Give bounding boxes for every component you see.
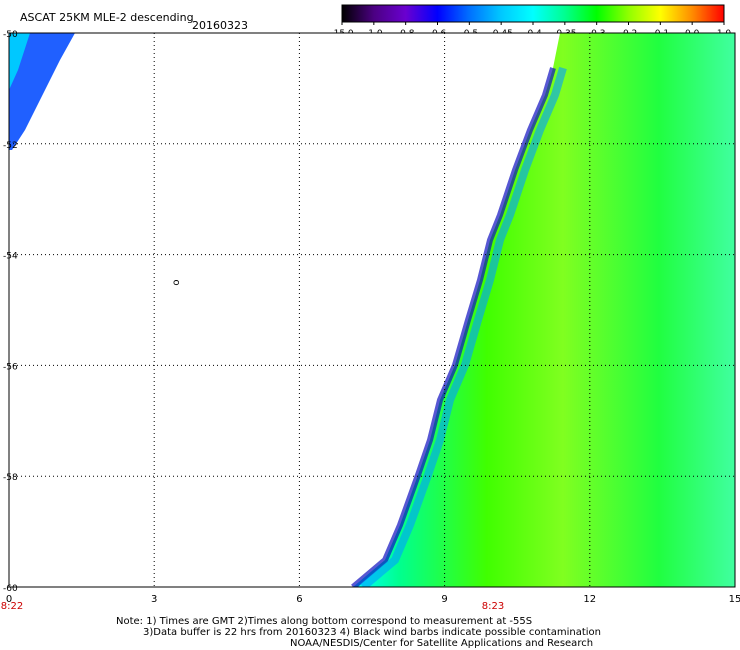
y-tick-label: -56	[3, 362, 18, 372]
figure-date: 20160323	[192, 19, 248, 32]
x-tick-label: 6	[296, 594, 302, 605]
time-label: 8:23	[482, 601, 504, 612]
x-tick-label: 0	[6, 594, 12, 605]
position-marker: o	[171, 280, 182, 286]
map-frame	[8, 32, 736, 588]
time-labels: 8:22 8:23	[1, 601, 504, 612]
swath-fragment	[9, 33, 75, 150]
time-label: 8:22	[1, 601, 23, 612]
y-axis-tick-labels: -50 -52 -54 -56 -58 -60	[3, 30, 18, 594]
swath-fragment-edge	[9, 33, 30, 90]
footer-credit: NOAA/NESDIS/Center for Satellite Applica…	[290, 638, 593, 649]
swath-edge-inner	[360, 66, 567, 587]
figure-title: ASCAT 25KM MLE-2 descending	[20, 11, 194, 24]
x-tick-label: 3	[151, 594, 157, 605]
footer-note-line-1: Note: 1) Times are GMT 2)Times along bot…	[116, 616, 532, 627]
y-tick-label: -60	[3, 584, 18, 594]
footer-note-line-2: 3)Data buffer is 22 hrs from 20160323 4)…	[143, 627, 601, 638]
x-tick-label: 9	[441, 594, 447, 605]
grid-lines	[9, 33, 735, 587]
colorbar-gradient	[341, 4, 725, 23]
x-tick-label: 12	[583, 594, 596, 605]
y-tick-label: -50	[3, 30, 18, 40]
map-plot-area: o	[8, 32, 736, 588]
y-tick-label: -52	[3, 141, 18, 151]
y-tick-label: -54	[3, 252, 18, 262]
x-tick-label: 15	[729, 594, 740, 605]
x-axis-tick-labels: 0 3 6 9 12 15	[6, 594, 740, 605]
y-tick-label: -58	[3, 473, 18, 483]
swath-polygon	[353, 33, 735, 587]
